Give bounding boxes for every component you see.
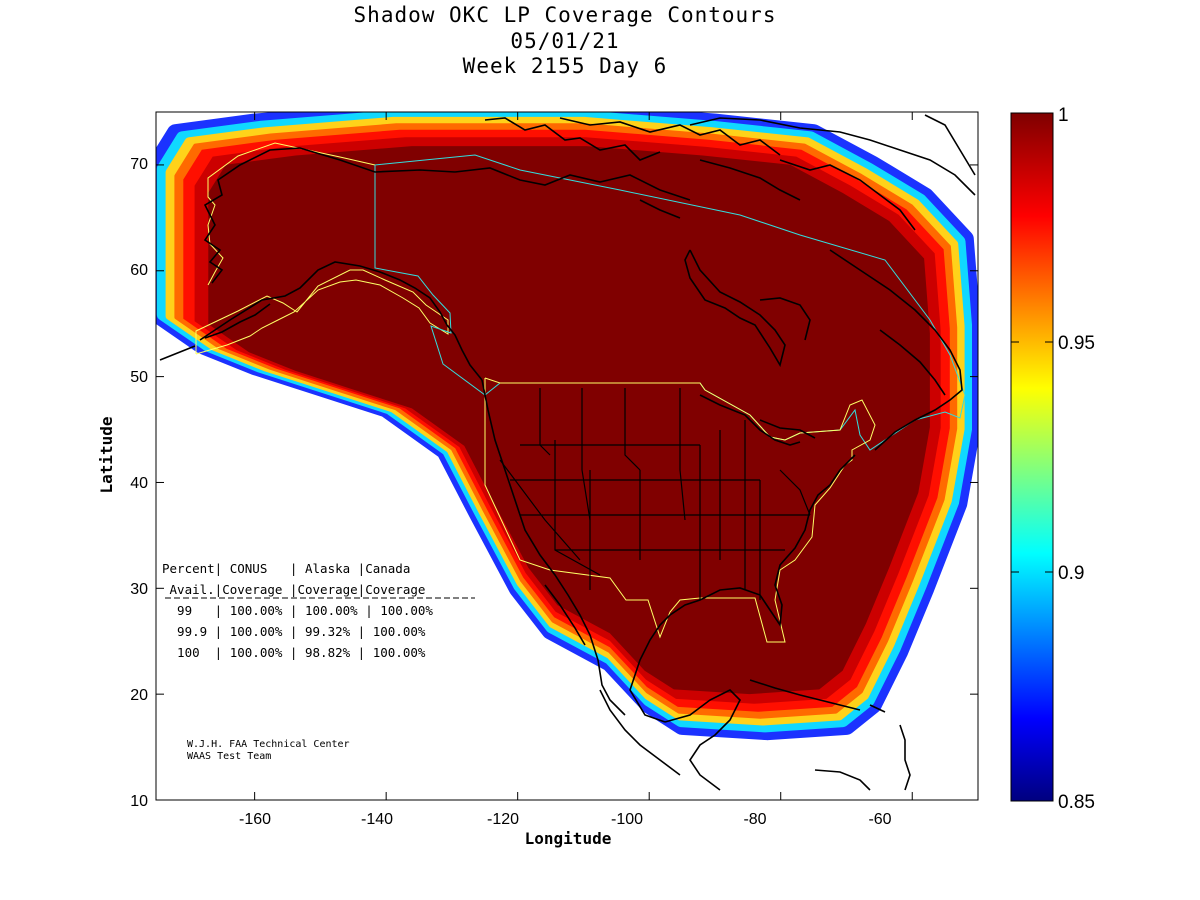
y-axis-ticks [156,164,978,801]
table-header-2: Avail.|Coverage |Coverage|Coverage [162,582,425,597]
y-tick-label: 40 [130,475,148,492]
coverage-table: Percent| CONUS | Alaska |Canada Avail.|C… [162,561,475,660]
table-row: 99 | 100.00% | 100.00% | 100.00% [162,603,433,618]
plot-date: 05/01/21 [510,29,620,53]
y-tick-label: 20 [130,687,148,704]
x-tick-label: -120 [487,811,519,828]
colorbar-tick-label: 1 [1058,105,1069,126]
table-row: 100 | 100.00% | 98.82% | 100.00% [162,645,426,660]
x-axis-label: Longitude [525,829,612,848]
alaska-region-outline [195,269,449,355]
y-tick-label: 30 [130,581,148,598]
plot-frame [155,111,979,801]
table-row: 99.9 | 100.00% | 99.32% | 100.00% [162,624,426,639]
coastlines [159,114,976,791]
conus-region-outline [484,377,876,643]
colorbar-tick-label: 0.95 [1058,333,1095,354]
colorbar-tick-label: 0.85 [1058,792,1095,813]
table-header-1: Percent| CONUS | Alaska |Canada [162,561,410,576]
x-tick-label: -140 [361,811,393,828]
x-tick-label: -80 [743,811,766,828]
y-tick-label: 60 [130,262,148,279]
plot-week-day: Week 2155 Day 6 [462,54,668,78]
x-tick-label: -60 [868,811,891,828]
y-tick-label: 70 [130,156,148,173]
y-axis-label: Latitude [97,416,116,493]
credit-line-1: W.J.H. FAA Technical Center [187,739,350,750]
x-tick-label: -160 [239,811,271,828]
plot-title: Shadow OKC LP Coverage Contours [353,3,777,27]
us-state-borders [499,388,811,600]
x-tick-label: -100 [611,811,643,828]
y-tick-label: 10 [130,793,148,810]
colorbar [1010,112,1054,802]
y-tick-label: 50 [130,369,148,386]
colorbar-tick-label: 0.9 [1058,563,1084,584]
credit-line-2: WAAS Test Team [187,751,271,762]
map-lines [159,114,976,791]
coverage-band-core [208,146,930,695]
x-axis-ticks [254,112,913,800]
